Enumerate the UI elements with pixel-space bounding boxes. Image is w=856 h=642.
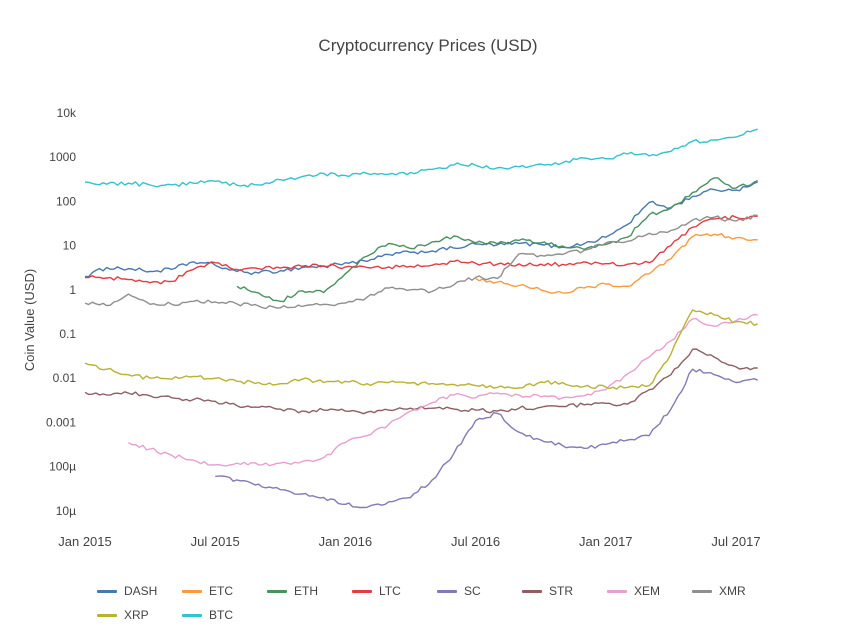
y-tick-label: 100µ: [49, 460, 76, 474]
legend-line-swatch: [97, 589, 117, 593]
y-tick-label: 10: [63, 239, 77, 253]
legend-line-swatch: [437, 589, 457, 593]
y-tick-label: 10µ: [56, 504, 76, 518]
legend-line-swatch: [692, 589, 712, 593]
x-tick-label: Jan 2016: [319, 534, 373, 549]
legend-line-swatch: [97, 613, 117, 617]
series-line-sc: [215, 368, 758, 509]
legend-item-str[interactable]: STR: [522, 584, 607, 598]
legend-label: STR: [549, 584, 573, 598]
y-axis-title: Coin Value (USD): [22, 269, 37, 371]
y-tick-label: 10k: [57, 106, 77, 120]
legend-label: DASH: [124, 584, 158, 598]
y-tick-label: 0.01: [53, 371, 77, 385]
legend-line-swatch: [182, 589, 202, 593]
x-tick-label: Jul 2016: [451, 534, 500, 549]
legend-item-eth[interactable]: ETH: [267, 584, 352, 598]
legend-label: LTC: [379, 584, 401, 598]
legend-item-sc[interactable]: SC: [437, 584, 522, 598]
y-tick-label: 0.1: [59, 327, 76, 341]
legend-label: SC: [464, 584, 481, 598]
y-tick-label: 100: [56, 194, 76, 208]
legend-label: XEM: [634, 584, 661, 598]
x-tick-label: Jul 2015: [191, 534, 240, 549]
chart-title: Cryptocurrency Prices (USD): [318, 36, 538, 55]
legend-item-xrp[interactable]: XRP: [97, 608, 182, 622]
series-line-str: [84, 348, 758, 415]
legend-item-dash[interactable]: DASH: [97, 584, 182, 598]
legend-line-swatch: [182, 613, 202, 617]
chart-legend: DASH ETC ETH LTC SC STR XEM XMR XRP BTC: [97, 584, 797, 622]
legend-item-etc[interactable]: ETC: [182, 584, 267, 598]
legend-line-swatch: [352, 589, 372, 593]
series-line-ltc: [84, 214, 758, 285]
legend-label: XMR: [719, 584, 746, 598]
series-line-dash: [84, 181, 758, 278]
series-line-xem: [128, 313, 758, 467]
legend-line-swatch: [607, 589, 627, 593]
series-line-btc: [84, 128, 758, 188]
y-tick-label: 1: [69, 283, 76, 297]
legend-label: BTC: [209, 608, 233, 622]
legend-line-swatch: [522, 589, 542, 593]
legend-item-xmr[interactable]: XMR: [692, 584, 777, 598]
legend-item-ltc[interactable]: LTC: [352, 584, 437, 598]
legend-label: ETC: [209, 584, 233, 598]
x-tick-label: Jan 2017: [579, 534, 633, 549]
x-tick-label: Jan 2015: [58, 534, 112, 549]
legend-label: ETH: [294, 584, 318, 598]
y-tick-label: 1000: [49, 150, 76, 164]
series-line-xrp: [84, 309, 758, 390]
series-line-eth: [236, 177, 758, 303]
x-tick-label: Jul 2017: [711, 534, 760, 549]
series-line-xmr: [84, 214, 758, 310]
y-tick-label: 0.001: [46, 415, 76, 429]
series-line-etc: [475, 232, 758, 294]
legend-item-btc[interactable]: BTC: [182, 608, 267, 622]
legend-label: XRP: [124, 608, 149, 622]
legend-item-xem[interactable]: XEM: [607, 584, 692, 598]
legend-line-swatch: [267, 589, 287, 593]
